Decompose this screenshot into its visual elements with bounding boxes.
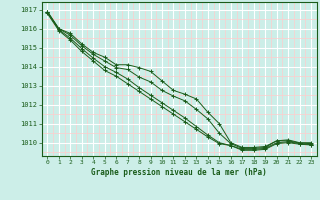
X-axis label: Graphe pression niveau de la mer (hPa): Graphe pression niveau de la mer (hPa) <box>91 168 267 177</box>
